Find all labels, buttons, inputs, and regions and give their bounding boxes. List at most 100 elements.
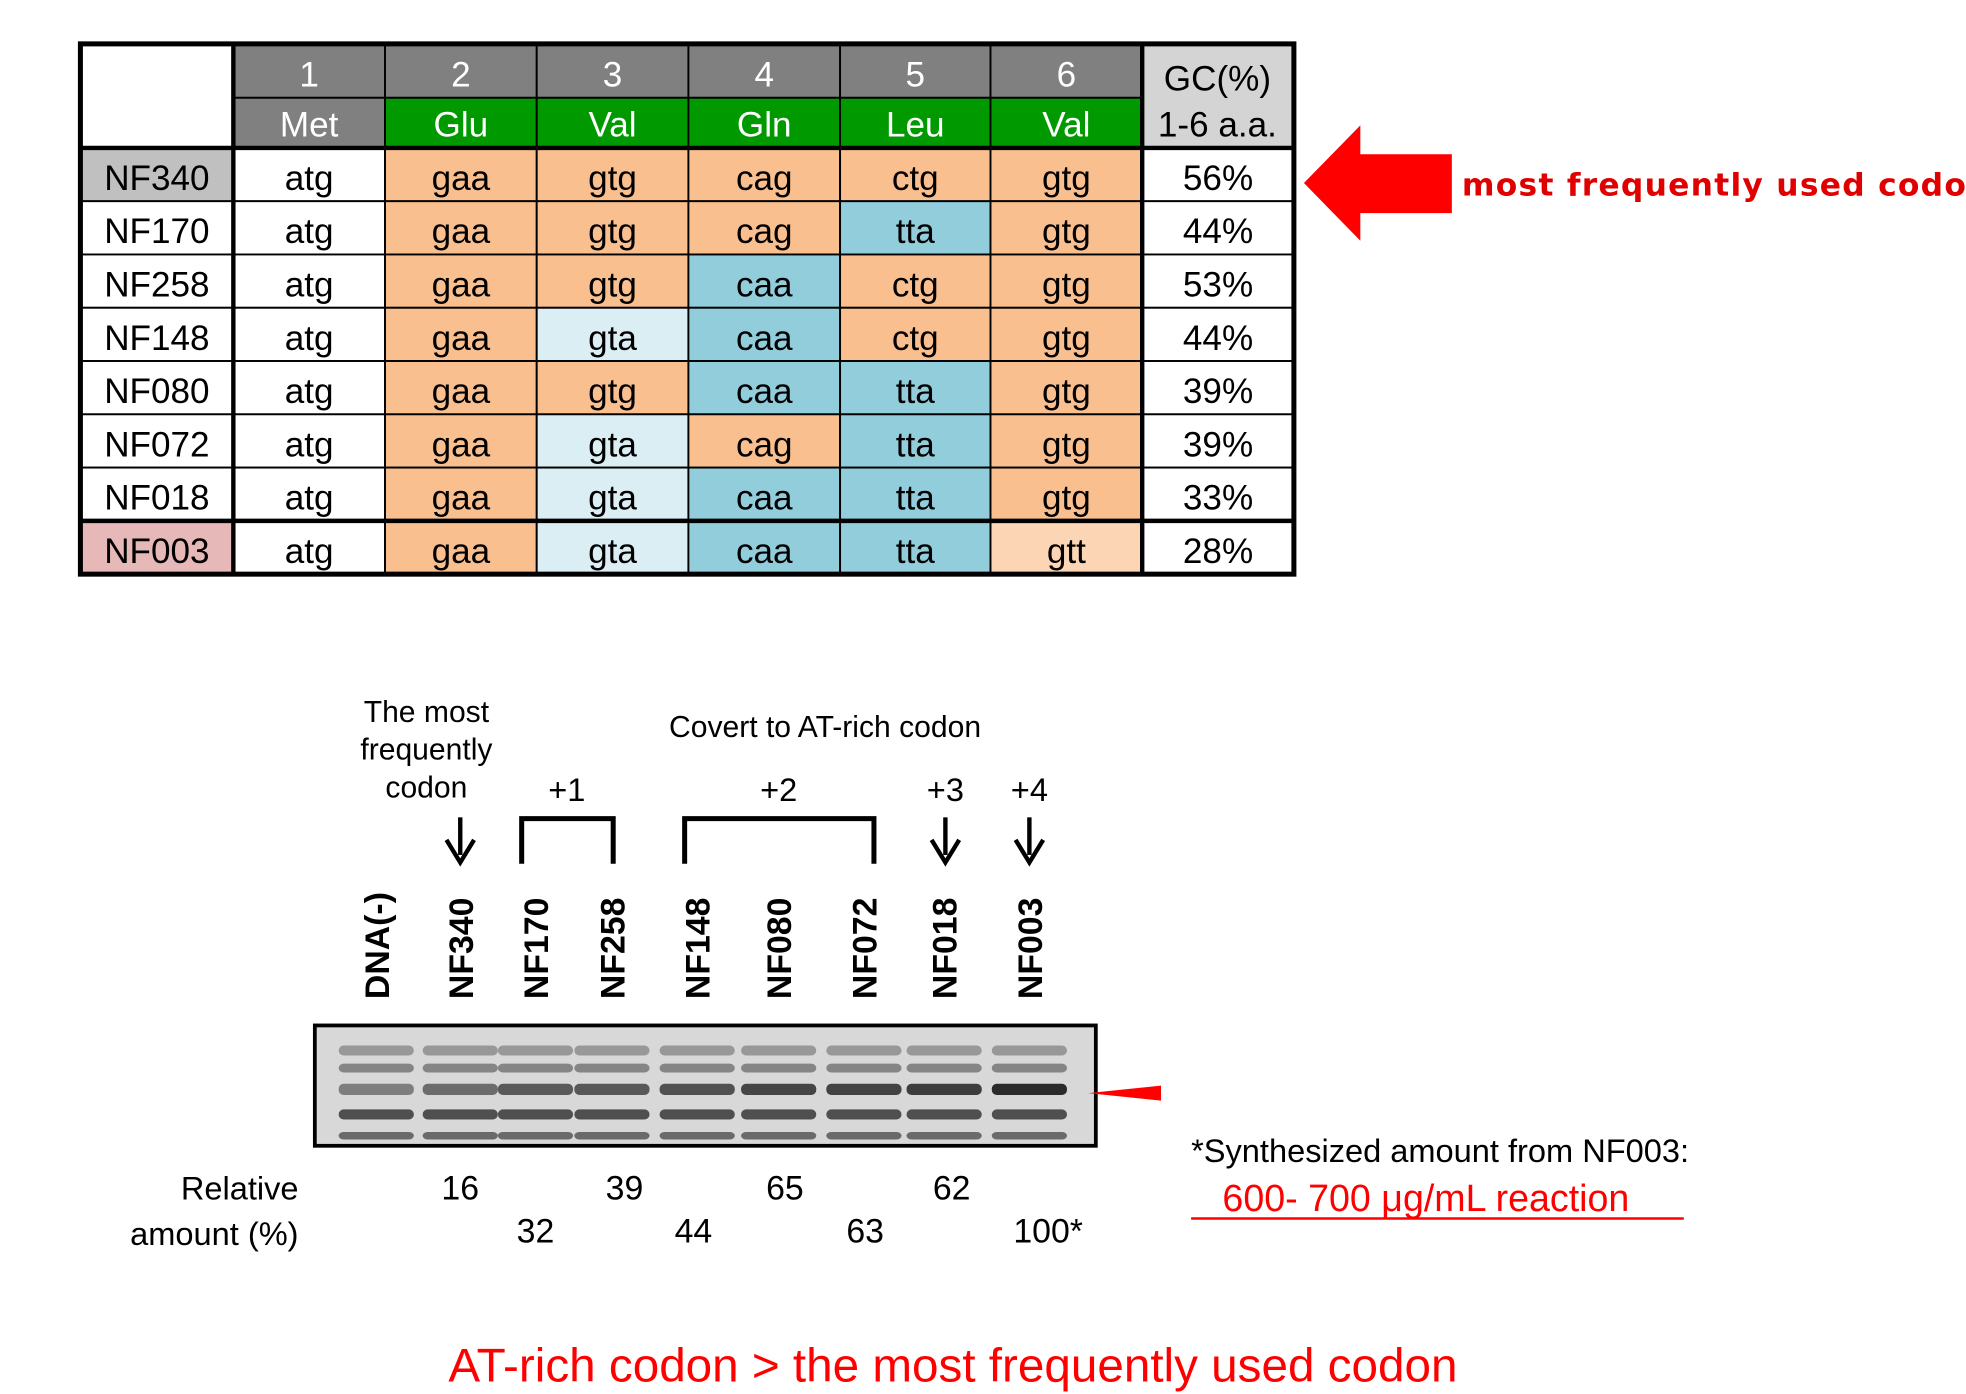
gc-value: 33% bbox=[1183, 479, 1253, 518]
codon: atg bbox=[285, 532, 334, 571]
codon-table: 1Met2Glu3Val4Gln5Leu6ValGC(%)1-6 a.a.NF3… bbox=[80, 44, 1293, 574]
codon: caa bbox=[736, 532, 793, 571]
note: *Synthesized amount from NF003: bbox=[1191, 1132, 1689, 1169]
group-label: +1 bbox=[548, 771, 585, 808]
row-name: NF018 bbox=[104, 479, 209, 518]
gc-value: 56% bbox=[1183, 159, 1253, 198]
gel-band bbox=[907, 1064, 982, 1073]
gc-value: 53% bbox=[1183, 265, 1253, 304]
gel-band bbox=[741, 1132, 816, 1140]
lane-label: NF003 bbox=[1012, 898, 1050, 1000]
codon: gtg bbox=[588, 265, 637, 304]
group-label: +4 bbox=[1011, 771, 1048, 808]
codon: gaa bbox=[432, 159, 491, 198]
gel-band bbox=[498, 1109, 573, 1119]
header-number: 6 bbox=[1057, 55, 1077, 94]
codon: ctg bbox=[892, 159, 939, 198]
gel-band bbox=[741, 1046, 816, 1056]
gel-band bbox=[992, 1046, 1067, 1056]
gel-band bbox=[498, 1084, 573, 1095]
gc-value: 44% bbox=[1183, 212, 1253, 251]
codon: gaa bbox=[432, 479, 491, 518]
codon: tta bbox=[896, 532, 936, 571]
header-number: 2 bbox=[451, 55, 471, 94]
header-gc: GC(%) bbox=[1164, 59, 1271, 98]
codon: caa bbox=[736, 479, 793, 518]
callout-arrow bbox=[1304, 125, 1452, 240]
relative-amount: 44 bbox=[675, 1212, 713, 1250]
gel-band bbox=[339, 1064, 414, 1073]
row-name: NF080 bbox=[104, 372, 209, 411]
gel-band bbox=[339, 1132, 414, 1140]
codon: atg bbox=[285, 212, 334, 251]
gel-band bbox=[660, 1084, 735, 1095]
codon: cag bbox=[736, 159, 793, 198]
codon: gtt bbox=[1047, 532, 1086, 571]
gel-band bbox=[907, 1046, 982, 1056]
lane-label: NF072 bbox=[846, 898, 884, 1000]
gel-band bbox=[339, 1084, 414, 1095]
codon: tta bbox=[896, 425, 936, 464]
group-label: +3 bbox=[927, 771, 964, 808]
gel-band bbox=[907, 1132, 982, 1140]
gel-band bbox=[339, 1109, 414, 1119]
bracket bbox=[522, 819, 614, 864]
gel-band bbox=[826, 1064, 901, 1073]
gel-band bbox=[498, 1132, 573, 1140]
gel-band bbox=[423, 1084, 498, 1095]
amount-label: amount (%) bbox=[130, 1215, 298, 1252]
table-corner bbox=[80, 44, 233, 148]
gel-band bbox=[498, 1046, 573, 1056]
gel-band bbox=[660, 1109, 735, 1119]
codon: caa bbox=[736, 372, 793, 411]
codon: gaa bbox=[432, 319, 491, 358]
codon: tta bbox=[896, 372, 936, 411]
callout-text: most frequently used codon bbox=[1462, 168, 1966, 204]
codon: cag bbox=[736, 212, 793, 251]
figure: 1Met2Glu3Val4Gln5Leu6ValGC(%)1-6 a.a.NF3… bbox=[0, 0, 1966, 1394]
header-number: 1 bbox=[299, 55, 319, 94]
gel-band bbox=[826, 1109, 901, 1119]
codon: gtg bbox=[1042, 372, 1091, 411]
lane-label: NF258 bbox=[594, 898, 632, 1000]
page: {"table": { "header": { "numbers": ["1",… bbox=[0, 0, 1966, 1394]
gel-band bbox=[339, 1046, 414, 1056]
codon: gtg bbox=[588, 159, 637, 198]
gel-band bbox=[574, 1046, 649, 1056]
conclusion: AT-rich codon > the most frequently used… bbox=[448, 1339, 1457, 1392]
codon: gtg bbox=[588, 212, 637, 251]
codon: atg bbox=[285, 372, 334, 411]
header-amino-acid: Met bbox=[280, 106, 339, 145]
relative-amount: 63 bbox=[846, 1212, 884, 1250]
row-name: NF003 bbox=[104, 532, 209, 571]
header-number: 3 bbox=[603, 55, 623, 94]
lane-label: NF340 bbox=[443, 898, 481, 1000]
codon: gaa bbox=[432, 372, 491, 411]
row-name: NF258 bbox=[104, 265, 209, 304]
lane-label: NF170 bbox=[518, 898, 556, 1000]
lane-label: NF080 bbox=[761, 898, 799, 1000]
gel-band bbox=[907, 1109, 982, 1119]
gel-band bbox=[423, 1109, 498, 1119]
most-frequent-label: The most bbox=[364, 696, 490, 729]
gel-band bbox=[574, 1132, 649, 1140]
codon: gaa bbox=[432, 265, 491, 304]
relative-amount: 65 bbox=[766, 1170, 804, 1208]
codon: gaa bbox=[432, 425, 491, 464]
gel-band bbox=[826, 1084, 901, 1095]
gel-band bbox=[660, 1064, 735, 1073]
gel-band bbox=[741, 1064, 816, 1073]
convert-label: Covert to AT-rich codon bbox=[669, 711, 981, 744]
row-name: NF340 bbox=[104, 159, 209, 198]
codon: atg bbox=[285, 319, 334, 358]
row-name: NF148 bbox=[104, 319, 209, 358]
lane-label: NF148 bbox=[680, 898, 718, 1000]
gel-band bbox=[826, 1132, 901, 1140]
header-amino-acid: Val bbox=[1042, 106, 1090, 145]
codon: gaa bbox=[432, 212, 491, 251]
gel-band bbox=[907, 1084, 982, 1095]
codon: ctg bbox=[892, 319, 939, 358]
relative-amount: 62 bbox=[933, 1170, 971, 1208]
gel-band bbox=[992, 1084, 1067, 1095]
